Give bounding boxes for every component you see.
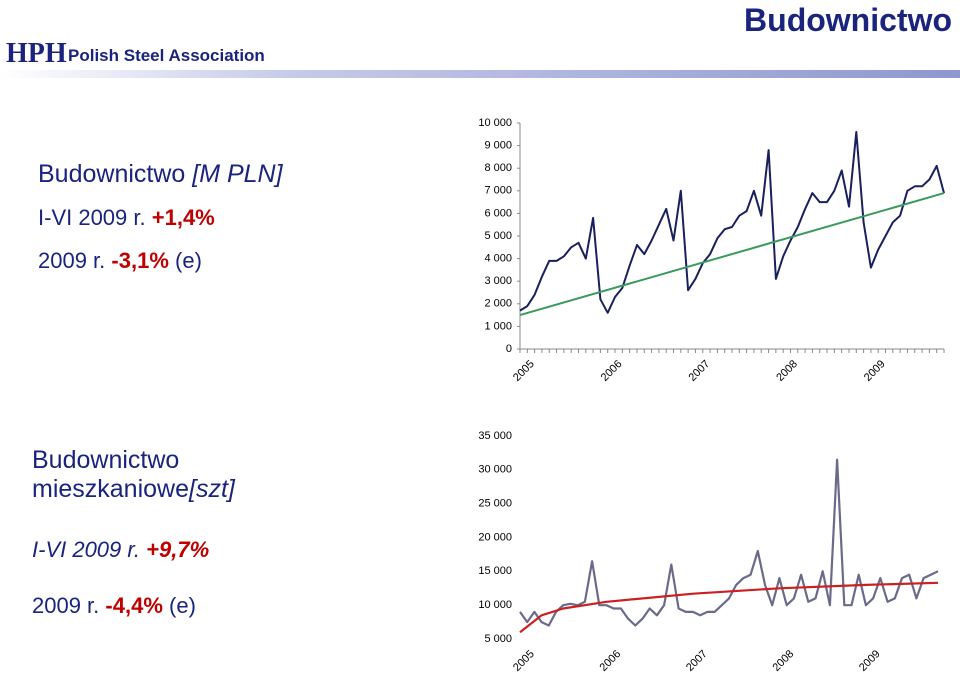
stat-value: -4,4%: [105, 593, 163, 618]
org-name: Polish Steel Association: [68, 46, 265, 65]
data-line: [519, 131, 945, 314]
x-tick-label: 2006: [599, 358, 625, 384]
text: Budownictwo: [38, 160, 186, 188]
y-tick-label: 5 000: [484, 230, 512, 242]
data-line: [519, 581, 939, 634]
text: [szt]: [189, 475, 235, 503]
y-tick-label: 3 000: [484, 275, 512, 287]
y-tick-label: 5 000: [484, 633, 512, 645]
x-tick-label: 2008: [770, 648, 796, 674]
stat-line: 2009 r. -4,4% (e): [32, 593, 196, 619]
y-tick-label: 15 000: [478, 565, 512, 577]
stat-line: I-VI 2009 r. +9,7%: [32, 537, 209, 563]
y-tick-label: 7 000: [484, 185, 512, 197]
y-tick-label: 10 000: [478, 117, 512, 129]
y-tick-label: 35 000: [478, 430, 512, 442]
x-tick-label: 2005: [511, 648, 537, 674]
y-tick-label: 0: [506, 343, 512, 355]
x-tick-label: 2009: [857, 648, 883, 674]
text: [M PLN]: [192, 160, 283, 188]
header-bar: [0, 70, 960, 78]
y-tick-label: 8 000: [484, 162, 512, 174]
text: 2009 r.: [38, 248, 106, 273]
text: I-VI 2009 r.: [38, 205, 146, 230]
block-title: mieszkaniowe[szt]: [32, 475, 235, 504]
stat-value: +1,4%: [151, 205, 215, 230]
y-tick-label: 25 000: [478, 498, 512, 510]
slide-title: Budownictwo: [744, 2, 952, 38]
data-line: [519, 192, 945, 317]
y-tick-label: 4 000: [484, 253, 512, 265]
text: 2009 r.: [32, 593, 100, 618]
x-tick-label: 2007: [684, 648, 710, 674]
y-tick-label: 20 000: [478, 531, 512, 543]
logo: HPH: [6, 38, 67, 69]
text: (e): [175, 248, 202, 273]
block-title: Budownictwo: [32, 446, 180, 474]
text: mieszkaniowe: [32, 475, 190, 503]
y-tick-label: 9 000: [484, 140, 512, 152]
stat-line: 2009 r. -3,1% (e): [38, 248, 202, 274]
x-tick-label: 2005: [511, 358, 537, 384]
text: (e): [169, 593, 196, 618]
y-tick-label: 30 000: [478, 464, 512, 476]
y-tick-label: 6 000: [484, 207, 512, 219]
x-tick-label: 2006: [598, 648, 624, 674]
x-tick-label: 2007: [686, 358, 712, 384]
data-line: [519, 458, 939, 627]
stat-value: +9,7%: [146, 537, 210, 562]
stat-value: -3,1%: [111, 248, 169, 273]
x-tick-label: 2008: [774, 358, 800, 384]
stat-line: I-VI 2009 r. +1,4%: [38, 205, 215, 231]
y-tick-label: 10 000: [478, 599, 512, 611]
y-tick-label: 2 000: [484, 298, 512, 310]
x-tick-label: 2009: [862, 358, 888, 384]
block-title: Budownictwo [M PLN]: [38, 160, 283, 189]
text: I-VI 2009 r.: [32, 537, 141, 562]
y-tick-label: 1 000: [484, 320, 512, 332]
